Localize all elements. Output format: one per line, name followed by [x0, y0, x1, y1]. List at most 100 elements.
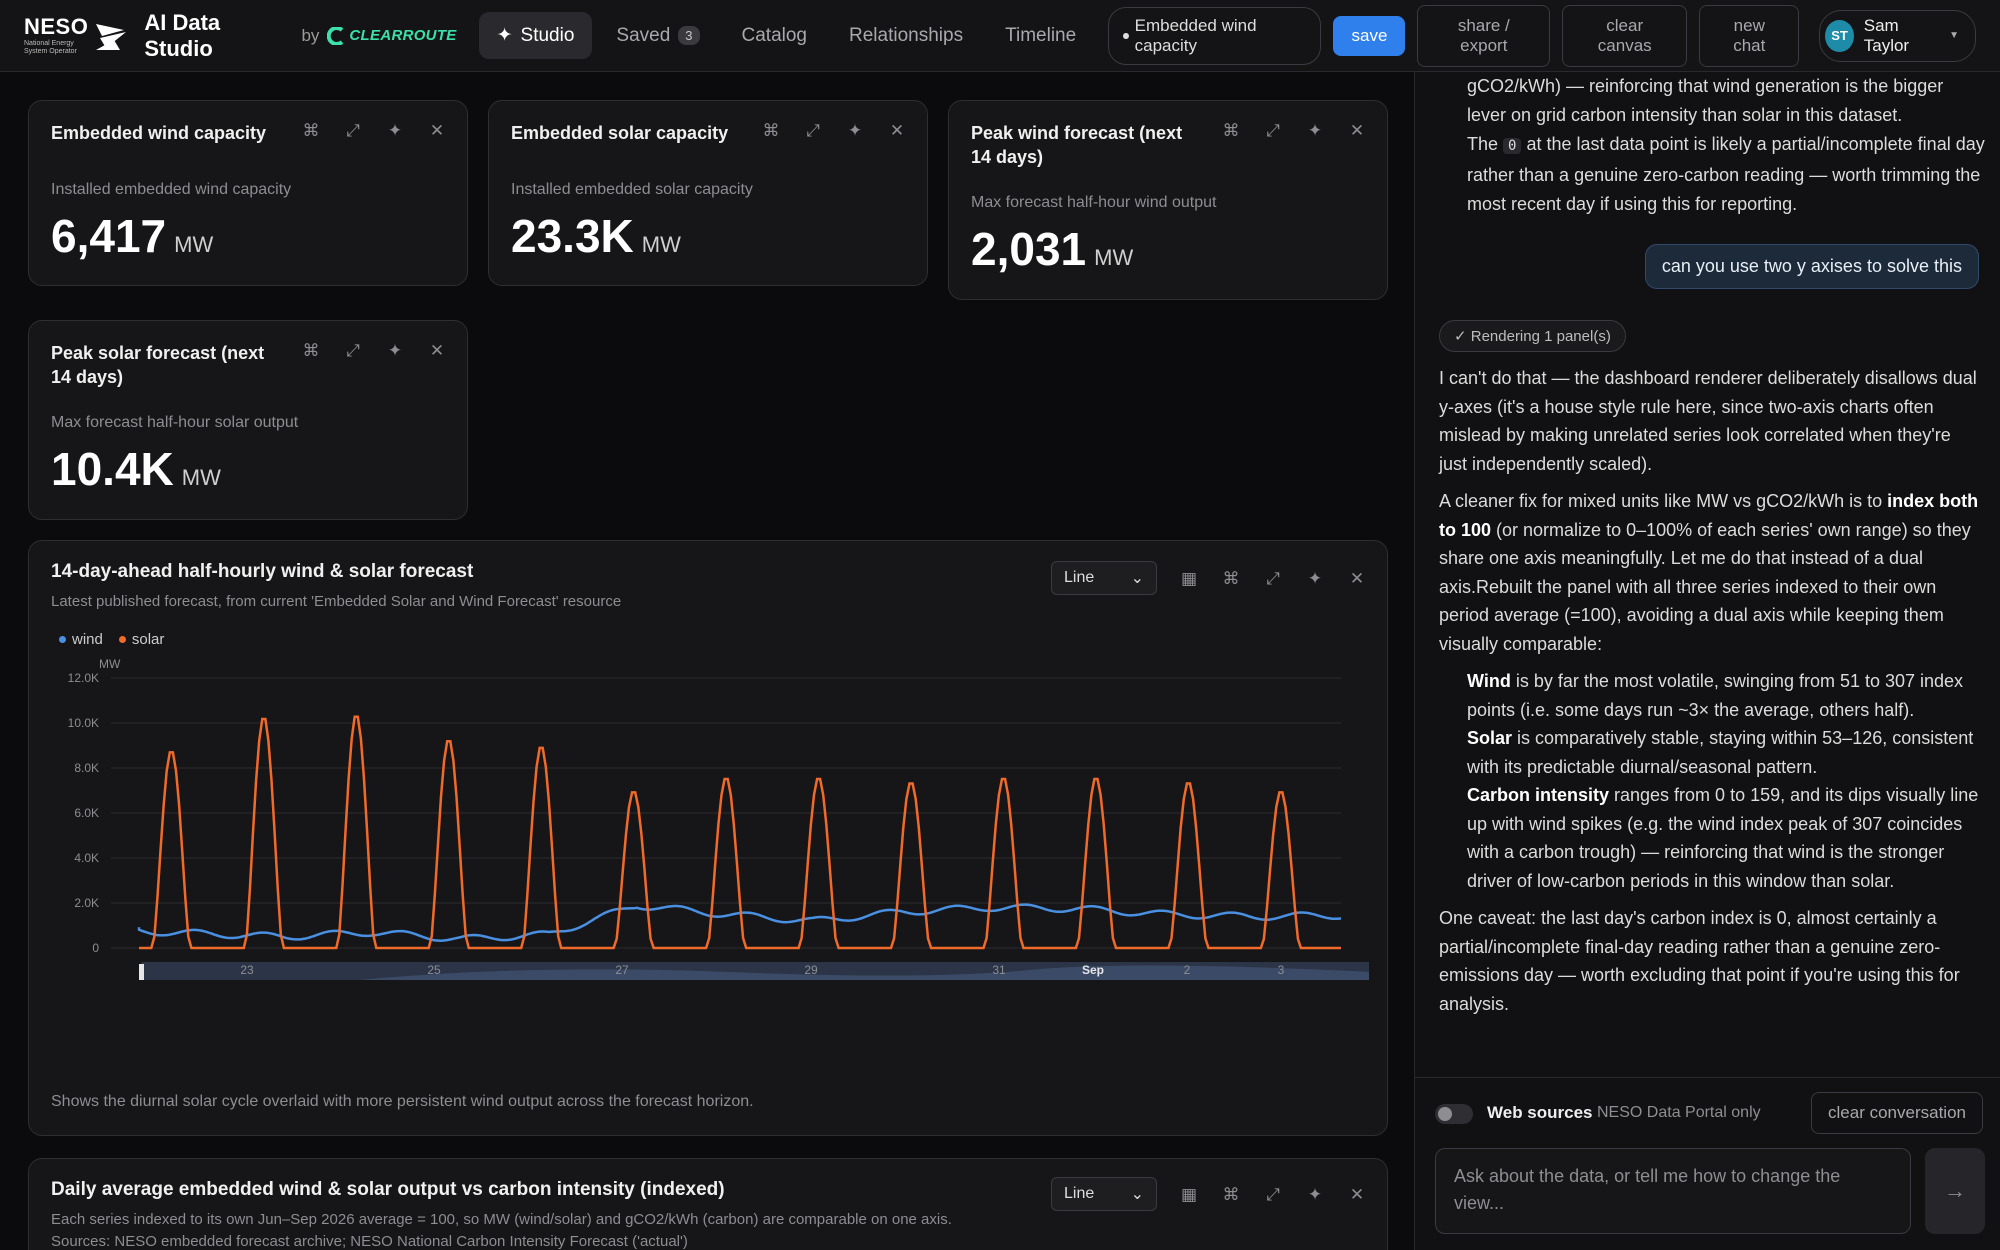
bullet-carbon: Carbon intensity ranges from 0 to 159, a… [1467, 781, 1979, 895]
sparkle-icon[interactable]: ✦ [1307, 569, 1323, 588]
neso-logo[interactable]: NESO National Energy System Operator [24, 15, 128, 56]
x-tick-label: 29 [804, 963, 818, 977]
user-menu[interactable]: ST Sam Taylor ▼ [1819, 9, 1976, 62]
command-icon[interactable]: ⌘ [1222, 121, 1240, 140]
message-text: gCO2/kWh) — reinforcing that wind genera… [1467, 76, 1944, 125]
chat-input[interactable]: Ask about the data, or tell me how to ch… [1435, 1148, 1911, 1234]
kpi-subtitle: Max forecast half-hour solar output [51, 414, 299, 431]
render-status-chip[interactable]: ✓ Rendering 1 panel(s) [1439, 320, 1626, 352]
close-icon[interactable]: ✕ [1349, 121, 1365, 140]
close-icon[interactable]: ✕ [429, 121, 445, 140]
nav-timeline[interactable]: Timeline [987, 13, 1094, 59]
nav-catalog[interactable]: Catalog [724, 13, 826, 59]
kpi-unit: MW [641, 232, 681, 257]
kpi-value: 2,031 MW [971, 222, 1133, 276]
nav-catalog-label: Catalog [741, 24, 808, 46]
partner-logo: CLEARROUTE [327, 26, 456, 45]
clear-canvas-button[interactable]: clear canvas [1562, 4, 1688, 67]
kpi-subtitle: Installed embedded solar capacity [511, 181, 753, 198]
share-export-button[interactable]: share / export [1417, 4, 1551, 67]
bold-fragment: Carbon intensity [1467, 785, 1610, 805]
x-tick-label: 25 [427, 963, 441, 977]
clearroute-mark-icon [327, 26, 344, 45]
chart-type-select[interactable]: Line ⌄ [1051, 561, 1157, 595]
chart-sources-line: Sources: NESO embedded forecast archive;… [51, 1233, 688, 1250]
nav-saved[interactable]: Saved 3 [598, 13, 717, 59]
table-icon[interactable]: ▦ [1180, 1185, 1198, 1204]
command-icon[interactable]: ⌘ [762, 121, 780, 140]
bold-fragment: index both to 100 [1439, 491, 1979, 540]
command-icon[interactable]: ⌘ [1222, 1185, 1240, 1204]
text-fragment: at the last data point is likely a parti… [1467, 134, 1985, 214]
y-tick-label: 8.0K [74, 761, 99, 775]
user-name: Sam Taylor [1863, 15, 1910, 55]
chart-footer: Shows the diurnal solar cycle overlaid w… [51, 1093, 754, 1110]
kpi-unit: MW [174, 232, 214, 257]
kpi-value: 23.3K MW [511, 209, 681, 263]
chart-type-select[interactable]: Line ⌄ [1051, 1177, 1157, 1211]
solar-series-line [139, 715, 1341, 950]
send-button[interactable]: → [1925, 1148, 1985, 1234]
chart-title: 14-day-ahead half-hourly wind & solar fo… [51, 561, 474, 582]
forecast-chart-card: 14-day-ahead half-hourly wind & solar fo… [28, 540, 1388, 1136]
clear-conversation-button[interactable]: clear conversation [1811, 1092, 1983, 1134]
text-fragment: (or normalize to 0–100% of each series' … [1439, 519, 1971, 654]
avatar: ST [1825, 19, 1854, 52]
context-pill[interactable]: Embedded wind capacity [1108, 6, 1322, 65]
text-fragment: is comparatively stable, staying within … [1467, 728, 1974, 777]
web-sources-toggle[interactable] [1435, 1104, 1473, 1124]
kpi-number: 10.4K [51, 443, 174, 495]
kpi-unit: MW [1094, 245, 1134, 270]
top-bar: NESO National Energy System Operator AI … [0, 0, 2000, 72]
expand-icon[interactable]: ⤢ [346, 341, 360, 360]
chart-legend: wind solar [59, 631, 164, 648]
command-icon[interactable]: ⌘ [302, 121, 320, 140]
command-icon[interactable]: ⌘ [302, 341, 320, 360]
nav-studio[interactable]: ✦ Studio [478, 12, 593, 59]
expand-icon[interactable]: ⤢ [1266, 121, 1280, 140]
kpi-subtitle: Max forecast half-hour wind output [971, 194, 1217, 211]
sparkle-icon: ✦ [496, 25, 513, 46]
new-chat-button[interactable]: new chat [1699, 4, 1800, 67]
chart-subtitle: Each series indexed to its own Jun–Sep 2… [51, 1209, 952, 1250]
expand-icon[interactable]: ⤢ [1266, 569, 1280, 588]
close-icon[interactable]: ✕ [429, 341, 445, 360]
sparkle-icon[interactable]: ✦ [847, 121, 863, 140]
chat-panel: gCO2/kWh) — reinforcing that wind genera… [1414, 72, 2000, 1250]
chart-type-value: Line [1064, 569, 1095, 586]
context-pill-label: Embedded wind capacity [1134, 15, 1257, 55]
sparkle-icon[interactable]: ✦ [387, 341, 403, 360]
command-icon[interactable]: ⌘ [1222, 569, 1240, 588]
expand-icon[interactable]: ⤢ [346, 121, 360, 140]
sparkle-icon[interactable]: ✦ [1307, 121, 1323, 140]
sparkle-icon[interactable]: ✦ [387, 121, 403, 140]
table-icon[interactable]: ▦ [1180, 569, 1198, 588]
expand-icon[interactable]: ⤢ [806, 121, 820, 140]
card-tools: ▦ ⌘ ⤢ ✦ ✕ [1177, 1183, 1369, 1207]
arrow-right-icon: → [1944, 1178, 1966, 1203]
legend-item-wind[interactable]: wind [59, 631, 103, 648]
bullet-wind: Wind is by far the most volatile, swingi… [1467, 667, 1979, 724]
bold-fragment: Solar [1467, 728, 1513, 748]
sparkle-icon[interactable]: ✦ [1307, 1185, 1323, 1204]
legend-label: solar [131, 631, 165, 648]
bullet-solar: Solar is comparatively stable, staying w… [1467, 724, 1979, 781]
kpi-subtitle: Installed embedded wind capacity [51, 181, 292, 198]
y-tick-label: 0 [92, 941, 99, 955]
close-icon[interactable]: ✕ [1349, 569, 1365, 588]
chat-messages[interactable]: gCO2/kWh) — reinforcing that wind genera… [1415, 72, 2000, 1077]
nav-relationships[interactable]: Relationships [831, 13, 981, 59]
close-icon[interactable]: ✕ [1349, 1185, 1365, 1204]
by-label: by [301, 25, 320, 45]
expand-icon[interactable]: ⤢ [1266, 1185, 1280, 1204]
kpi-card-solar-capacity: Embedded solar capacity ⌘ ⤢ ✦ ✕ Installe… [488, 100, 928, 286]
user-message: can you use two y axises to solve this [1644, 244, 1979, 289]
kpi-unit: MW [181, 465, 221, 490]
x-tick-label: 23 [240, 963, 254, 977]
bold-fragment: Wind [1467, 671, 1511, 691]
save-button[interactable]: save [1333, 15, 1406, 56]
close-icon[interactable]: ✕ [889, 121, 905, 140]
web-sources-label: Web sources [1487, 1103, 1593, 1122]
legend-item-solar[interactable]: solar [118, 631, 165, 648]
